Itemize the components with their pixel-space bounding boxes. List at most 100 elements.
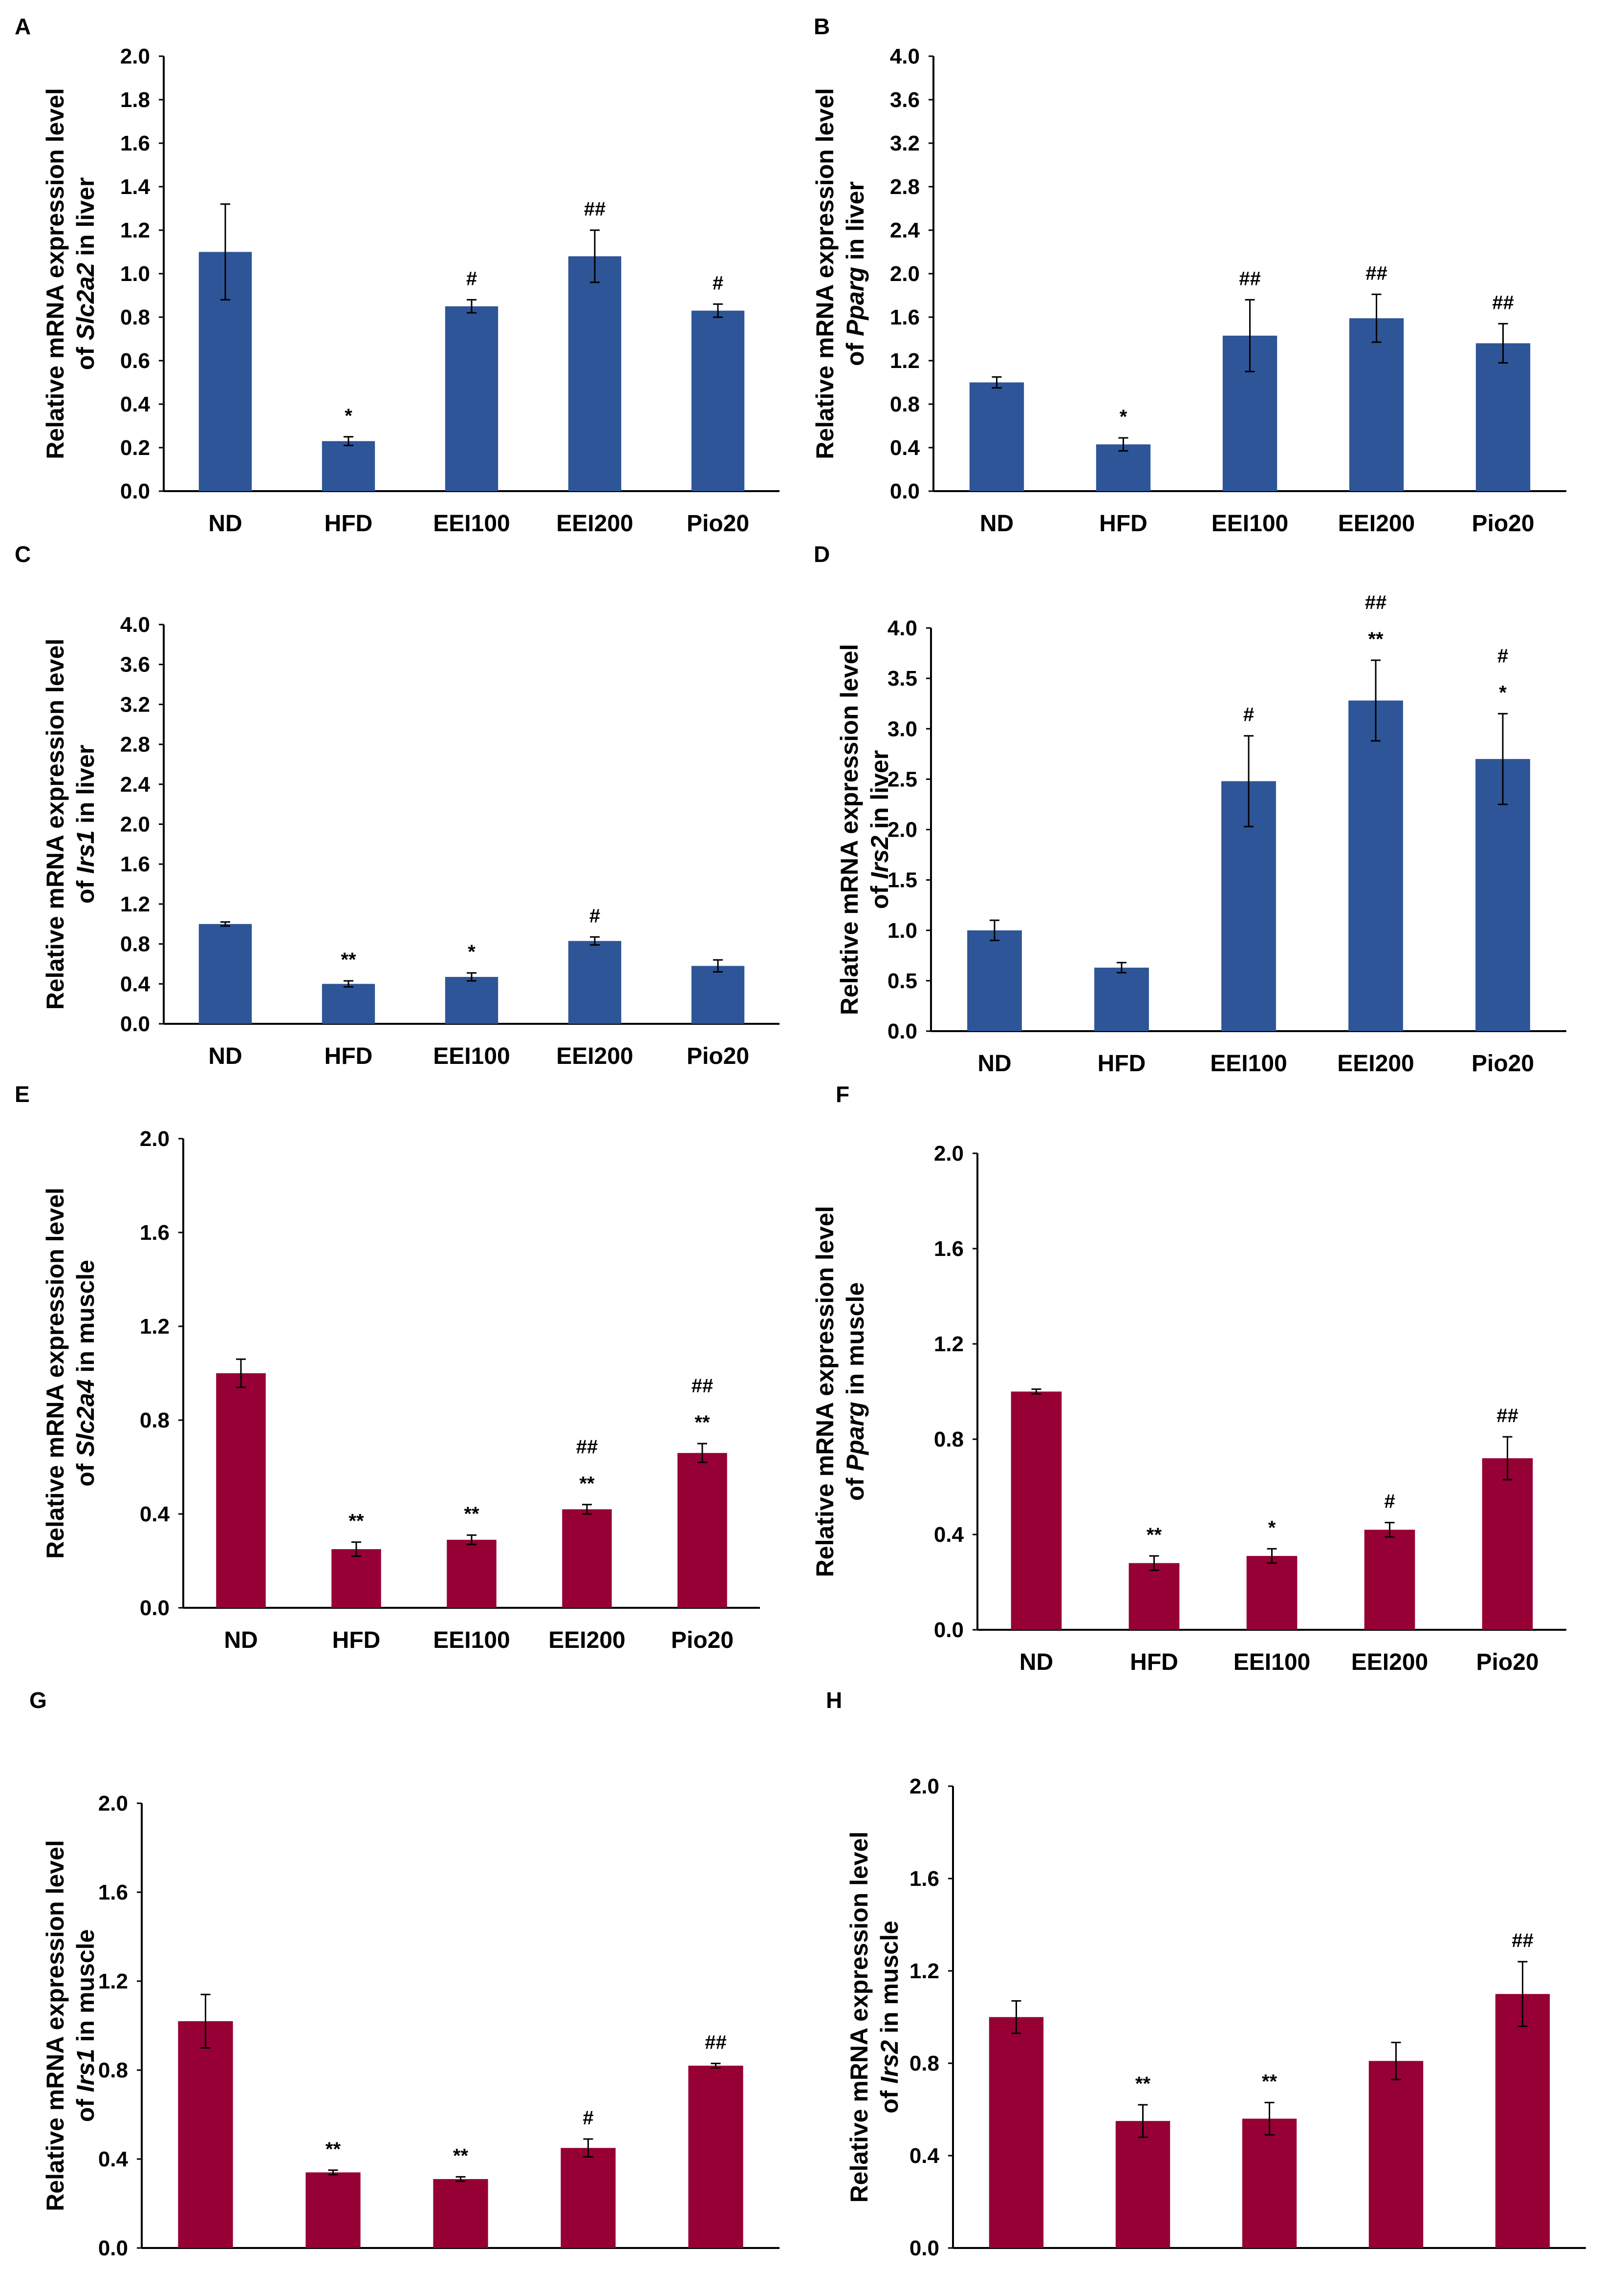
y-axis-title: Relative mRNA expression level of Irs2 in…	[845, 1832, 903, 2203]
bar-Pio20	[691, 966, 745, 1024]
significance-label: **	[1368, 628, 1384, 650]
bar-EEI100	[433, 2179, 488, 2248]
significance-label: #	[589, 905, 600, 927]
bar-EEI200	[1349, 318, 1404, 491]
y-tick-label: 1.2	[909, 1959, 939, 1983]
y-axis-title: Relative mRNA expression level of Pparg i…	[811, 88, 869, 459]
panel-letter: D	[814, 541, 830, 567]
y-tick-label: 1.2	[120, 892, 150, 916]
significance-label: ##	[1239, 268, 1261, 289]
y-tick-label: 1.2	[140, 1315, 170, 1339]
y-tick-label: 3.0	[888, 717, 917, 741]
significance-label: ##	[1492, 292, 1514, 313]
bar-Pio20	[691, 310, 745, 491]
x-tick-label: Pio20	[1472, 1051, 1534, 1077]
y-tick-label: 0.4	[909, 2144, 940, 2168]
panel-letter: C	[15, 541, 31, 567]
y-tick-label: 1.2	[120, 218, 150, 242]
y-tick-label: 0.8	[934, 1427, 964, 1451]
significance-label: #	[1243, 704, 1254, 726]
significance-label: **	[341, 949, 356, 971]
y-tick-label: 1.6	[120, 852, 150, 876]
x-tick-label: ND	[977, 1051, 1011, 1077]
significance-label: *	[345, 405, 352, 427]
bar-HFD	[1096, 444, 1151, 491]
significance-label: **	[1135, 2073, 1151, 2095]
x-tick-label: ND	[999, 2268, 1033, 2269]
y-tick-label: 0.0	[98, 2236, 128, 2260]
y-tick-label: 1.2	[890, 349, 920, 373]
x-tick-label: HFD	[309, 2268, 357, 2269]
significance-label: ##	[576, 1436, 598, 1458]
y-tick-label: 2.0	[890, 262, 920, 286]
x-tick-label: EEI100	[433, 511, 510, 537]
x-tick-label: EEI100	[433, 1627, 510, 1653]
chart-panel-G: G 0.0 0.4 0.8 1.2 1.6 2.0 Relative mRNA express…	[29, 1687, 780, 2269]
y-tick-label: 1.4	[120, 175, 151, 199]
y-tick-label: 2.0	[120, 813, 150, 837]
significance-label: **	[325, 2139, 341, 2160]
chart-panel-E: E 0.0 0.4 0.8 1.2 1.6 2.0 Relative mRNA express…	[15, 1081, 760, 1653]
y-tick-label: 0.4	[98, 2147, 129, 2171]
y-tick-label: 2.0	[934, 1142, 964, 1166]
bar-HFD	[1115, 2121, 1170, 2248]
x-tick-label: EEI200	[1338, 511, 1415, 537]
bar-EEI200	[1364, 1530, 1415, 1630]
y-tick-label: 0.4	[890, 436, 920, 460]
panel-letter: H	[826, 1687, 842, 1713]
panel-letter: G	[29, 1687, 47, 1713]
bar-HFD	[305, 2172, 361, 2248]
panel-letter: B	[814, 14, 830, 39]
y-tick-label: 4.0	[888, 616, 917, 640]
chart-panel-C: C 0.0 0.4 0.8 1.2 1.6 2.0 2.4 2.8 3.2 3.6 4.0 Relati…	[15, 541, 780, 1069]
x-tick-label: HFD	[1119, 2268, 1167, 2269]
bar-EEI200	[568, 256, 622, 491]
x-tick-label: HFD	[1098, 1051, 1146, 1077]
bar-ND	[178, 2021, 233, 2248]
y-tick-label: 0.8	[120, 305, 150, 329]
y-tick-label: 1.6	[98, 1880, 128, 1904]
x-tick-label: ND	[1019, 1649, 1053, 1675]
x-tick-label: HFD	[1130, 1649, 1178, 1675]
y-tick-label: 1.6	[890, 305, 920, 329]
panel-letter: E	[15, 1081, 30, 1107]
y-tick-label: 0.6	[120, 349, 150, 373]
x-tick-label: EEI100	[422, 2268, 499, 2269]
significance-label: ##	[584, 198, 606, 220]
x-tick-label: EEI200	[550, 2268, 627, 2269]
bar-HFD	[322, 984, 375, 1024]
y-axis-title: Relative mRNA expression level of Irs1 in…	[42, 1840, 99, 2211]
y-tick-label: 0.4	[140, 1502, 170, 1526]
significance-label: ##	[1496, 1405, 1518, 1426]
y-axis-title: Relative mRNA expression level of Slc2a4 …	[42, 1188, 99, 1559]
x-tick-label: EEI100	[433, 1043, 510, 1069]
y-tick-label: 0.0	[934, 1618, 964, 1642]
significance-label: ##	[1512, 1930, 1534, 1951]
x-tick-label: EEI100	[1234, 1649, 1310, 1675]
x-tick-label: HFD	[325, 511, 373, 537]
significance-label: #	[466, 268, 477, 289]
bar-EEI200	[568, 941, 622, 1024]
significance-label: *	[1120, 406, 1127, 428]
x-tick-label: EEI100	[1231, 2268, 1308, 2269]
y-tick-label: 3.2	[890, 131, 920, 155]
x-tick-label: Pio20	[1491, 2268, 1554, 2269]
bar-EEI200	[562, 1509, 612, 1608]
y-tick-label: 3.2	[120, 692, 150, 716]
chart-panel-A: A 0.0 0.2 0.4 0.6 0.8 1.0 1.2 1.4 1.6 1.8 2.0 Relati…	[15, 14, 780, 537]
bar-HFD	[322, 441, 375, 491]
x-tick-label: Pio20	[684, 2268, 747, 2269]
x-tick-label: Pio20	[687, 1043, 749, 1069]
y-tick-label: 0.0	[140, 1596, 170, 1620]
bar-HFD	[331, 1549, 381, 1608]
y-axis-title: Relative mRNA expression level of Irs1 in…	[42, 639, 99, 1010]
y-tick-label: 0.2	[120, 436, 150, 460]
y-axis-title: Relative mRNA expression level of Irs2 in…	[836, 644, 893, 1016]
y-tick-label: 0.8	[140, 1408, 170, 1432]
y-tick-label: 1.6	[934, 1237, 964, 1261]
y-tick-label: 0.0	[888, 1019, 917, 1043]
significance-label: **	[348, 1511, 364, 1532]
x-tick-label: EEI100	[1210, 1051, 1287, 1077]
significance-label: *	[1499, 682, 1507, 703]
x-tick-label: HFD	[1099, 511, 1148, 537]
